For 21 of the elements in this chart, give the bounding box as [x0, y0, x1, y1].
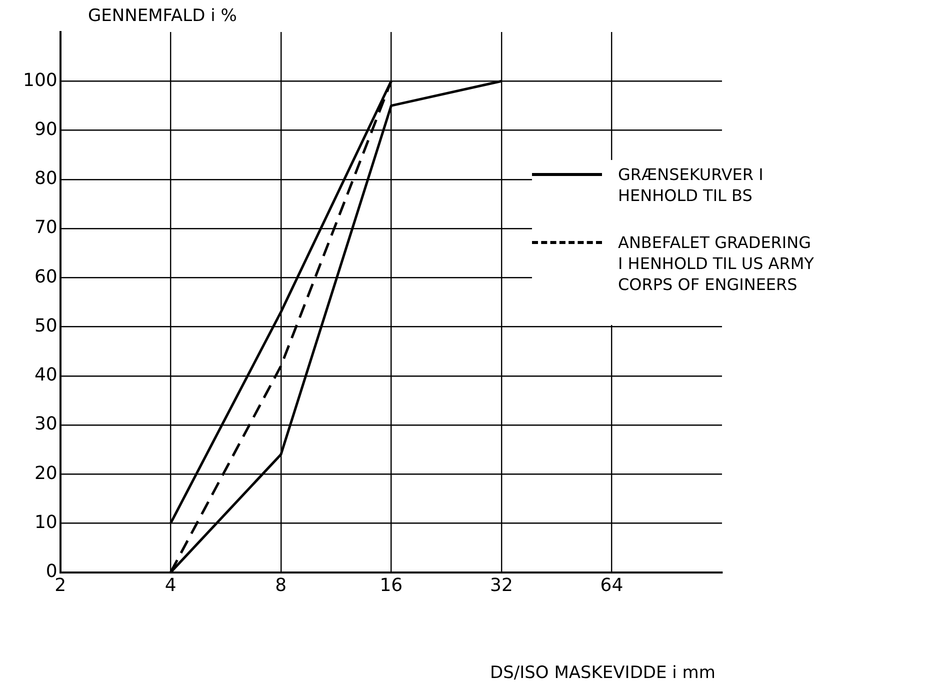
- x-tick-label: 8: [275, 574, 287, 596]
- y-tick-label: 0: [46, 561, 58, 582]
- x-tick-label: 4: [164, 574, 176, 596]
- y-axis-title: GENNEMFALD i %: [88, 6, 237, 26]
- y-tick-label: 70: [34, 217, 58, 238]
- x-axis-title: DS/ISO MASKEVIDDE i mm: [490, 663, 716, 683]
- y-tick-label: 60: [34, 266, 58, 288]
- y-tick-label: 50: [34, 315, 58, 336]
- x-tick-label: 64: [600, 574, 624, 596]
- y-tick-label: 30: [34, 414, 58, 435]
- y-tick-label: 10: [34, 512, 58, 533]
- y-tick-label: 80: [34, 168, 58, 190]
- y-tick-label: 90: [34, 118, 58, 140]
- y-tick-label: 40: [34, 364, 58, 386]
- x-tick-label: 32: [490, 574, 513, 596]
- legend-label: ANBEFALET GRADERING I HENHOLD TIL US ARMY CORPS OF ENGINEERS: [618, 232, 815, 295]
- x-tick-label: 16: [380, 574, 403, 596]
- y-tick-label: 20: [34, 462, 58, 484]
- y-tick-label: 100: [22, 70, 58, 91]
- x-tick-label: 2: [54, 574, 66, 596]
- legend-label: GRÆNSEKURVER I HENHOLD TIL BS: [618, 164, 764, 206]
